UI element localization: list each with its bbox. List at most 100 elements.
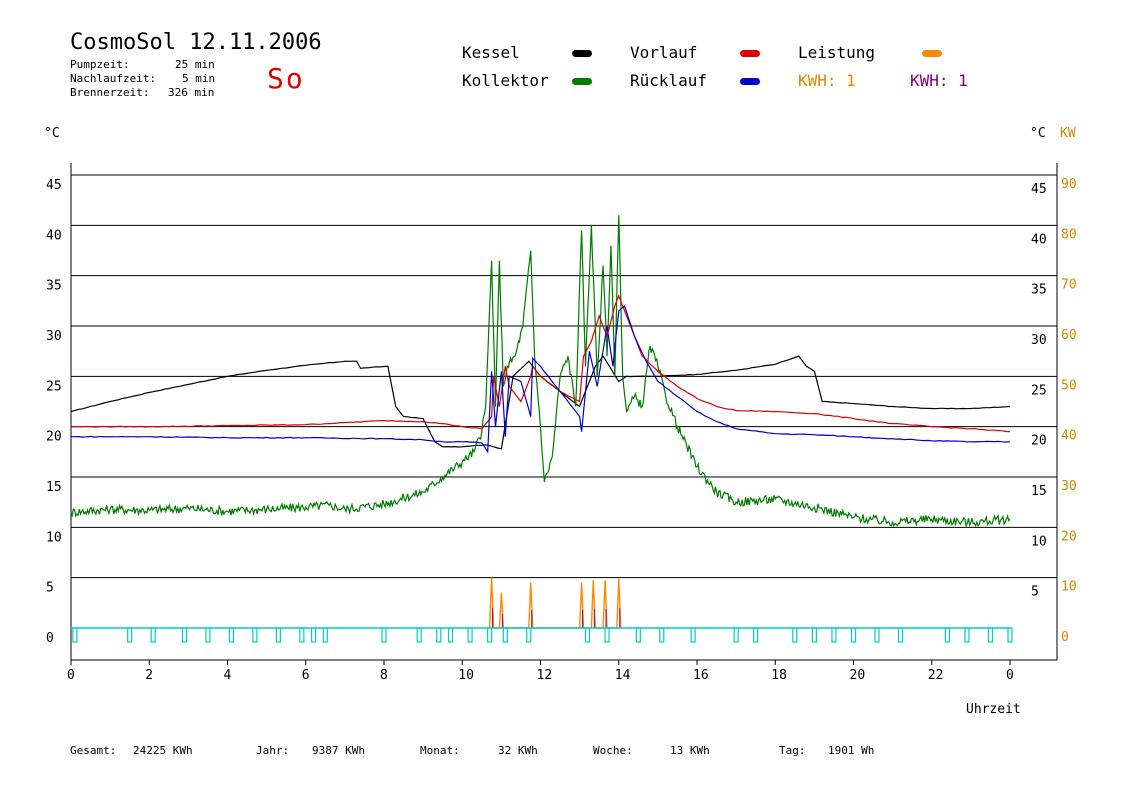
x-tick-label: 20	[850, 668, 866, 683]
y-tick-label-right-temp: 15	[1031, 484, 1047, 499]
legend-ruecklauf-swatch	[740, 78, 760, 85]
y-tick-label-right-power: 30	[1061, 479, 1077, 494]
x-tick-label: 12	[537, 668, 553, 683]
pump-pulse	[447, 627, 454, 643]
y-tick-label-left: 40	[46, 228, 62, 243]
footer-monat-value: 32 KWh	[498, 744, 538, 757]
left-axis-unit: °C	[44, 126, 60, 141]
legend-kwh-purple: KWH: 1	[910, 71, 968, 90]
pump-pulse	[310, 627, 317, 643]
pump-pulse	[228, 627, 235, 643]
y-tick-label-left: 20	[46, 430, 62, 445]
x-tick-label: 10	[458, 668, 474, 683]
pump-pulse	[987, 627, 994, 643]
pump-pulse	[252, 627, 258, 643]
y-tick-label-left: 0	[46, 631, 54, 646]
y-tick-label-right-temp: 30	[1031, 333, 1047, 348]
legend-kessel-label: Kessel	[462, 43, 520, 62]
pump-pulse	[897, 627, 904, 643]
y-tick-label-right-power: 40	[1061, 429, 1077, 444]
series-line-3	[70, 294, 1011, 433]
pump-pulse	[150, 627, 156, 643]
y-tick-label-left: 5	[46, 581, 54, 596]
footer-monat-label: Monat:	[420, 744, 460, 757]
y-tick-label-right-temp: 35	[1031, 283, 1047, 298]
pump-pulse	[944, 627, 951, 643]
leistung-line	[488, 577, 622, 629]
y-tick-label-right-power: 90	[1061, 177, 1077, 192]
footer-woche-value: 13 KWh	[670, 744, 710, 757]
y-tick-label-right-temp: 25	[1031, 383, 1047, 398]
y-tick-label-left: 35	[46, 279, 62, 294]
y-tick-label-right-temp: 45	[1031, 182, 1047, 197]
y-tick-label-right-temp: 20	[1031, 434, 1047, 449]
legend-kwh-orange: KWH: 1	[798, 71, 856, 90]
right-axis-temp-unit: °C	[1030, 126, 1046, 141]
pump-pulse	[831, 627, 837, 643]
pump-pulse	[850, 627, 857, 643]
y-tick-label-left: 45	[46, 178, 62, 193]
pump-pulse	[487, 627, 493, 643]
pump-pulse	[467, 627, 473, 643]
pump-pulse	[275, 627, 281, 643]
pump-pulse	[127, 627, 133, 643]
legend-kollektor-label: Kollektor	[462, 71, 549, 90]
y-tick-label-left: 10	[46, 530, 62, 545]
pump-pulse	[733, 627, 739, 643]
y-tick-label-right-temp: 10	[1031, 534, 1047, 549]
y-tick-label-left: 30	[46, 329, 62, 344]
pump-pulse	[659, 627, 665, 643]
pump-pulse	[635, 627, 641, 643]
pump-pulse	[874, 627, 880, 643]
weekday-label: So	[267, 62, 305, 95]
footer-jahr-value: 9387 KWh	[312, 744, 365, 757]
chart-title: CosmoSol 12.11.2006	[70, 30, 322, 55]
x-tick-label: 0	[1006, 668, 1014, 683]
x-tick-label: 8	[380, 668, 388, 683]
pump-pulse	[811, 627, 817, 643]
right-axis-power-unit: KW	[1060, 126, 1076, 141]
pumpzeit-label: Pumpzeit:	[70, 58, 130, 71]
pump-pulse	[584, 627, 591, 643]
pump-pulse	[205, 627, 211, 643]
legend-leistung-swatch	[922, 50, 942, 57]
footer-jahr-label: Jahr:	[256, 744, 290, 757]
brennerzeit-label: Brennerzeit:	[70, 86, 150, 99]
pump-pulse	[604, 627, 610, 643]
y-tick-label-right-power: 80	[1061, 227, 1077, 242]
x-tick-label: 14	[615, 668, 631, 683]
y-tick-label-right-temp: 5	[1031, 585, 1039, 600]
footer-tag-label: Tag:	[779, 744, 806, 757]
nachlaufzeit-label: Nachlaufzeit:	[70, 72, 157, 85]
legend-kollektor-swatch	[572, 78, 592, 85]
nachlaufzeit-value: 5 min	[182, 72, 216, 85]
pump-pulse	[322, 627, 328, 643]
pumpzeit-value: 25 min	[175, 58, 215, 71]
pump-pulse	[1007, 627, 1013, 643]
y-tick-label-left: 15	[46, 480, 62, 495]
pump-pulse	[416, 627, 422, 643]
legend-ruecklauf-label: Rücklauf	[630, 71, 708, 90]
pump-pulse	[436, 627, 442, 643]
pump-pulse	[502, 627, 508, 643]
pump-pulse	[964, 627, 970, 643]
x-tick-label: 2	[145, 668, 153, 683]
legend-vorlauf-swatch	[740, 50, 760, 57]
series-line-4	[71, 304, 1011, 454]
legend-vorlauf-label: Vorlauf	[630, 43, 698, 62]
footer-gesamt-label: Gesamt:	[70, 744, 117, 757]
y-tick-label-right-power: 10	[1061, 580, 1077, 595]
pump-pulse	[690, 627, 696, 643]
x-tick-label: 16	[693, 668, 709, 683]
x-tick-label: 18	[771, 668, 787, 683]
pump-pulse	[299, 627, 305, 643]
x-tick-label: 6	[302, 668, 310, 683]
y-tick-label-left: 25	[46, 379, 62, 394]
x-tick-label: 0	[67, 668, 75, 683]
y-tick-label-right-power: 0	[1061, 630, 1069, 645]
footer-woche-label: Woche:	[593, 744, 633, 757]
y-tick-label-right-power: 50	[1061, 378, 1077, 393]
y-tick-label-right-power: 20	[1061, 529, 1077, 544]
y-tick-label-right-power: 70	[1061, 278, 1077, 293]
